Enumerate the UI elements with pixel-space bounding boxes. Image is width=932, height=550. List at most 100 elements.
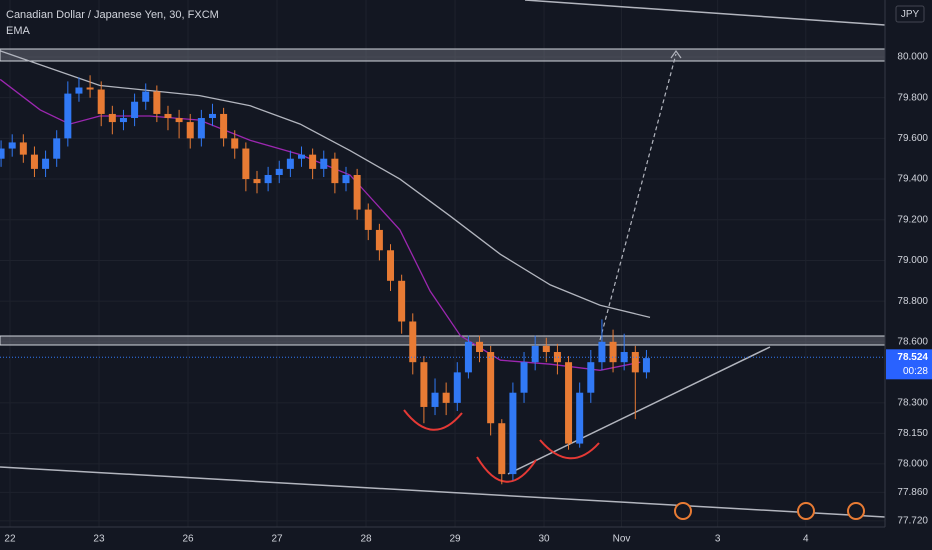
- candle-body: [309, 154, 317, 169]
- candle-body: [86, 87, 94, 90]
- candle-body: [53, 138, 61, 159]
- x-tick-label: 3: [715, 534, 721, 545]
- event-icons: [674, 502, 865, 520]
- candle-body: [142, 91, 150, 102]
- ema-line: [0, 50, 651, 319]
- candle-body: [75, 87, 83, 94]
- y-tick-label: 79.200: [897, 214, 928, 225]
- y-tick-label: 77.860: [897, 487, 928, 498]
- grid: [0, 0, 885, 527]
- channel-line: [0, 466, 886, 518]
- candle-body: [375, 229, 383, 251]
- resistance-zone: [0, 48, 886, 62]
- candle-body: [242, 148, 250, 180]
- candle-body: [342, 174, 350, 184]
- price-axis: [885, 0, 932, 550]
- event-icon[interactable]: [797, 502, 815, 520]
- candle-body: [208, 113, 216, 119]
- candle-body: [153, 91, 161, 114]
- y-tick-label: 78.000: [897, 459, 928, 470]
- candle-body: [42, 158, 50, 169]
- candle-body: [119, 118, 127, 123]
- candle-body: [286, 158, 294, 169]
- trend-line: [507, 346, 771, 475]
- trend-line: [524, 0, 886, 26]
- candle-body: [30, 154, 38, 169]
- candle-body: [186, 122, 194, 139]
- candle-body: [398, 280, 406, 322]
- x-tick-label: 27: [271, 534, 283, 545]
- x-tick-label: 28: [360, 534, 372, 545]
- x-tick-label: 29: [449, 534, 461, 545]
- candle-body: [587, 362, 595, 393]
- candle-body: [531, 345, 539, 363]
- y-tick-label: 79.400: [897, 174, 928, 185]
- shoulder-arc: [403, 409, 463, 431]
- shoulder-arc: [539, 439, 600, 460]
- y-tick-label: 78.600: [897, 336, 928, 347]
- x-tick-label: 23: [93, 534, 105, 545]
- event-icon[interactable]: [674, 502, 692, 520]
- countdown-label: 00:28: [903, 366, 928, 377]
- candle-body: [264, 174, 272, 184]
- candle-body: [108, 113, 116, 123]
- candle-body: [509, 392, 517, 475]
- candle-body: [409, 321, 417, 363]
- candle-body: [598, 341, 606, 363]
- y-tick-label: 78.300: [897, 398, 928, 409]
- chart-title: Canadian Dollar / Japanese Yen, 30, FXCM: [6, 9, 219, 21]
- candle-body: [297, 154, 305, 159]
- y-tick-label: 79.600: [897, 133, 928, 144]
- candle-body: [487, 352, 495, 424]
- currency-box[interactable]: [895, 5, 925, 23]
- event-icon[interactable]: [847, 502, 865, 520]
- x-tick-label: 22: [4, 534, 16, 545]
- y-tick-label: 80.000: [897, 52, 928, 63]
- y-tick-label: 77.720: [897, 516, 928, 527]
- candle-body: [131, 101, 139, 119]
- candle-body: [331, 158, 339, 184]
- head-arc: [476, 456, 537, 483]
- x-tick-label: 4: [803, 534, 809, 545]
- candle-body: [164, 113, 172, 119]
- candle-body: [364, 209, 372, 230]
- candle-body: [64, 93, 72, 139]
- candle-body: [576, 392, 584, 444]
- candle-body: [19, 142, 27, 155]
- axes: 80.000 79.800 79.600 79.400 79.200 79.000 78.8…: [4, 52, 932, 545]
- candle-body: [498, 423, 506, 475]
- candle-body: [0, 148, 5, 159]
- y-tick-label: 79.000: [897, 255, 928, 266]
- candle-body: [565, 362, 573, 444]
- candle-body: [609, 341, 617, 363]
- neckline-zone: [0, 335, 886, 346]
- candle-body: [520, 362, 528, 393]
- plot: [0, 50, 885, 485]
- x-tick-label: 30: [539, 534, 551, 545]
- candle-body: [97, 89, 105, 114]
- candle-body: [8, 142, 16, 149]
- candle-body: [197, 118, 205, 139]
- candle-body: [442, 392, 450, 403]
- candle-body: [420, 362, 428, 407]
- candle-body: [175, 118, 183, 123]
- candle-body: [431, 392, 439, 407]
- candle-body: [220, 113, 228, 139]
- price-label-box: [886, 349, 932, 380]
- candle-body: [275, 168, 283, 175]
- candle-body: [387, 250, 395, 281]
- candle-body: [642, 358, 650, 373]
- y-tick-label: 78.800: [897, 296, 928, 307]
- x-tick-label: Nov: [613, 534, 631, 545]
- drawings: [0, 0, 886, 518]
- candle-body: [253, 179, 261, 184]
- indicator-label: EMA: [6, 25, 31, 37]
- currency-label[interactable]: JPY: [901, 9, 920, 20]
- y-tick-label: 79.800: [897, 92, 928, 103]
- candle-body: [231, 138, 239, 149]
- candle-body: [320, 158, 328, 169]
- arrow-head: [670, 49, 682, 59]
